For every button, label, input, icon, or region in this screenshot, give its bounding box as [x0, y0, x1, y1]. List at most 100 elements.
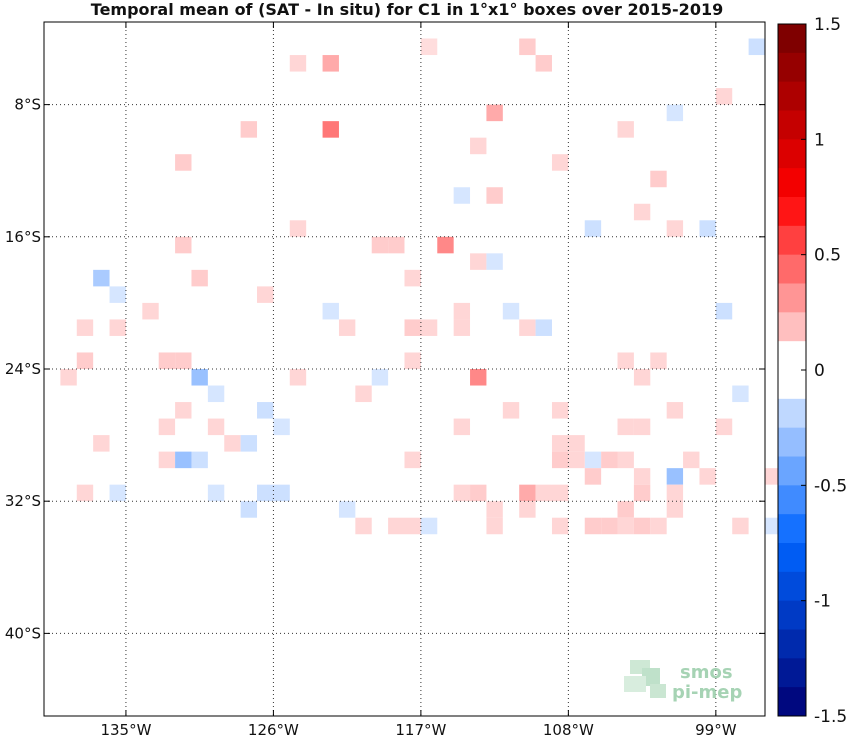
data-cell — [158, 451, 176, 469]
logo-text-smos: smos — [680, 662, 733, 683]
data-cell — [715, 88, 733, 105]
data-cell — [666, 220, 684, 237]
data-cell — [158, 352, 176, 369]
x-tick-label: 108°W — [543, 721, 594, 739]
data-cell — [551, 435, 569, 452]
data-cell — [617, 451, 634, 469]
colorbar-segment — [778, 600, 806, 630]
colorbar-segment — [778, 629, 806, 659]
y-tick-label: 24°S — [5, 360, 41, 378]
data-cell — [470, 484, 487, 502]
colorbar-tick-label: 1 — [814, 130, 825, 150]
colorbar-segment — [778, 485, 806, 515]
data-cell — [93, 269, 110, 287]
colorbar-segment — [778, 514, 806, 544]
colorbar-segment — [778, 370, 806, 400]
data-cell — [732, 517, 749, 535]
data-cell — [338, 501, 356, 518]
data-cell — [175, 451, 192, 469]
data-cell — [76, 319, 94, 336]
colorbar-segment — [778, 24, 806, 54]
data-cell — [666, 501, 684, 518]
data-cell — [355, 517, 372, 535]
data-cell — [650, 352, 667, 369]
data-cell — [584, 468, 602, 485]
data-cell — [175, 352, 192, 369]
data-cell — [371, 236, 389, 254]
data-cell — [699, 220, 716, 237]
data-cell — [224, 435, 241, 452]
colorbar-tick-label: 1.5 — [814, 15, 841, 35]
colorbar-tick-label: -1.5 — [814, 707, 847, 727]
data-cell — [289, 55, 307, 72]
colorbar-tick-label: -0.5 — [814, 476, 847, 496]
data-cell — [666, 104, 684, 122]
data-cell — [617, 501, 634, 518]
data-cell — [175, 402, 192, 419]
data-cell — [191, 269, 208, 287]
data-cell — [76, 484, 94, 502]
x-tick-label: 99°W — [695, 721, 737, 739]
colorbar-segment — [778, 139, 806, 169]
data-cell — [404, 269, 421, 287]
data-cell — [191, 369, 208, 386]
colorbar-segment — [778, 571, 806, 602]
data-cell — [470, 369, 487, 386]
data-cell — [551, 517, 569, 535]
data-cell — [60, 369, 77, 386]
data-cell — [666, 402, 684, 419]
data-cell — [633, 418, 651, 436]
data-cell — [633, 369, 651, 386]
data-cell — [420, 319, 438, 336]
data-cell — [207, 484, 225, 502]
data-cell — [584, 451, 602, 469]
data-cell — [388, 517, 405, 535]
colorbar-segment — [778, 398, 806, 429]
data-cell — [551, 451, 569, 469]
smos-logo: smos pi-mep — [624, 660, 742, 703]
colorbar-tick-label: 0.5 — [814, 246, 841, 266]
data-cell — [633, 468, 651, 485]
data-cell — [257, 286, 274, 303]
cells-layer — [60, 38, 782, 535]
data-cell — [502, 302, 520, 320]
data-cell — [568, 435, 585, 452]
data-cell — [273, 418, 290, 436]
data-cell — [715, 302, 733, 320]
data-cell — [240, 121, 258, 138]
data-cell — [765, 468, 782, 485]
colorbar-segment — [778, 687, 806, 717]
data-cell — [683, 451, 700, 469]
data-cell — [437, 236, 454, 254]
data-cell — [453, 319, 471, 336]
data-cell — [486, 104, 503, 122]
colorbar-segment — [778, 81, 806, 111]
data-cell — [551, 402, 569, 419]
data-cell — [322, 302, 339, 320]
colorbar-segment — [778, 110, 806, 140]
data-cell — [666, 484, 684, 502]
data-cell — [470, 253, 487, 270]
chart-title: Temporal mean of (SAT - In situ) for C1 … — [91, 0, 723, 19]
logo-mark — [624, 660, 666, 698]
x-tick-label: 117°W — [395, 721, 446, 739]
data-cell — [453, 187, 471, 204]
data-cell — [371, 369, 389, 386]
colorbar-segment — [778, 283, 806, 313]
x-tick-label: 126°W — [248, 721, 299, 739]
data-cell — [699, 468, 716, 485]
data-cell — [617, 352, 634, 369]
data-cell — [420, 517, 438, 535]
data-cell — [650, 170, 667, 188]
x-ticks: 135°W 126°W 117°W 108°W 99°W — [100, 22, 737, 739]
data-cell — [519, 484, 536, 502]
data-cell — [633, 517, 651, 535]
data-cell — [453, 484, 471, 502]
data-cell — [519, 38, 536, 56]
grid-layer — [44, 22, 765, 716]
colorbar-segment — [778, 225, 806, 256]
data-cell — [568, 451, 585, 469]
x-tick-label: 135°W — [100, 721, 151, 739]
